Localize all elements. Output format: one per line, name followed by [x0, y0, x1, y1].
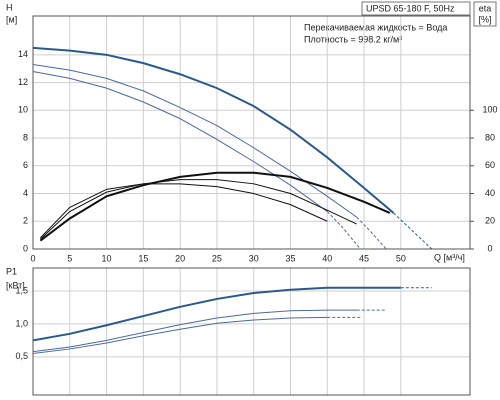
curve [32, 46, 395, 214]
x-tick-label: 35 [285, 253, 295, 263]
y2-tick-label: 0 [487, 243, 492, 253]
x-tick-label: 0 [30, 253, 35, 263]
y2-tick-label: 60 [485, 160, 495, 170]
plot-frame [32, 15, 471, 250]
y-unit: [м] [6, 14, 17, 24]
plot-frame [32, 267, 471, 396]
x-tick-label: 40 [322, 253, 332, 263]
y-tick-label: 2 [23, 216, 28, 226]
curve [32, 316, 328, 355]
y2-tick-label: 20 [485, 216, 495, 226]
y2-tick-label: 40 [485, 188, 495, 198]
x-tick-label: 15 [138, 253, 148, 263]
y-tick-label: 0,5 [15, 351, 28, 361]
x-tick-label: 25 [212, 253, 222, 263]
annotation: Плотность = 998.2 кг/м³ [304, 34, 402, 44]
annotation: Перекачиваемая жидкость = Вода [304, 22, 447, 32]
curve-extension [356, 216, 387, 250]
x-tick-label: 20 [175, 253, 185, 263]
x-tick-label: 10 [102, 253, 112, 263]
curve [32, 309, 357, 353]
y2-label: eta [479, 3, 492, 13]
y-unit: [кВт] [6, 280, 25, 290]
y-label: P1 [6, 266, 17, 276]
y-tick-label: 1,0 [15, 318, 28, 328]
curve [39, 171, 391, 242]
x-tick-label: 45 [359, 253, 369, 263]
x-label: Q [м³/ч] [434, 252, 465, 262]
y-tick-label: 6 [23, 160, 28, 170]
y2-unit: [%] [478, 14, 491, 24]
y-tick-label: 0 [23, 243, 28, 253]
curve [39, 183, 328, 239]
curve [32, 64, 357, 218]
chart-title: UPSD 65-180 F, 50Hz [366, 3, 455, 13]
y-tick-label: 8 [23, 132, 28, 142]
curve-extension [393, 212, 433, 250]
curve-extension [326, 211, 361, 250]
y-tick-label: 1,5 [15, 285, 28, 295]
y-tick-label: 10 [18, 105, 28, 115]
y-label: H [6, 2, 13, 12]
x-tick-label: 5 [67, 253, 72, 263]
x-tick-label: 30 [249, 253, 259, 263]
curve [32, 70, 328, 212]
y2-tick-label: 80 [485, 132, 495, 142]
x-tick-label: 50 [396, 253, 406, 263]
y-tick-label: 12 [18, 77, 28, 87]
curve [40, 179, 357, 240]
y-tick-label: 14 [18, 49, 28, 59]
title-box [361, 1, 471, 16]
curve [32, 286, 401, 342]
y-tick-label: 4 [23, 188, 28, 198]
y2-label-box [473, 1, 497, 27]
y2-tick-label: 100 [482, 105, 497, 115]
